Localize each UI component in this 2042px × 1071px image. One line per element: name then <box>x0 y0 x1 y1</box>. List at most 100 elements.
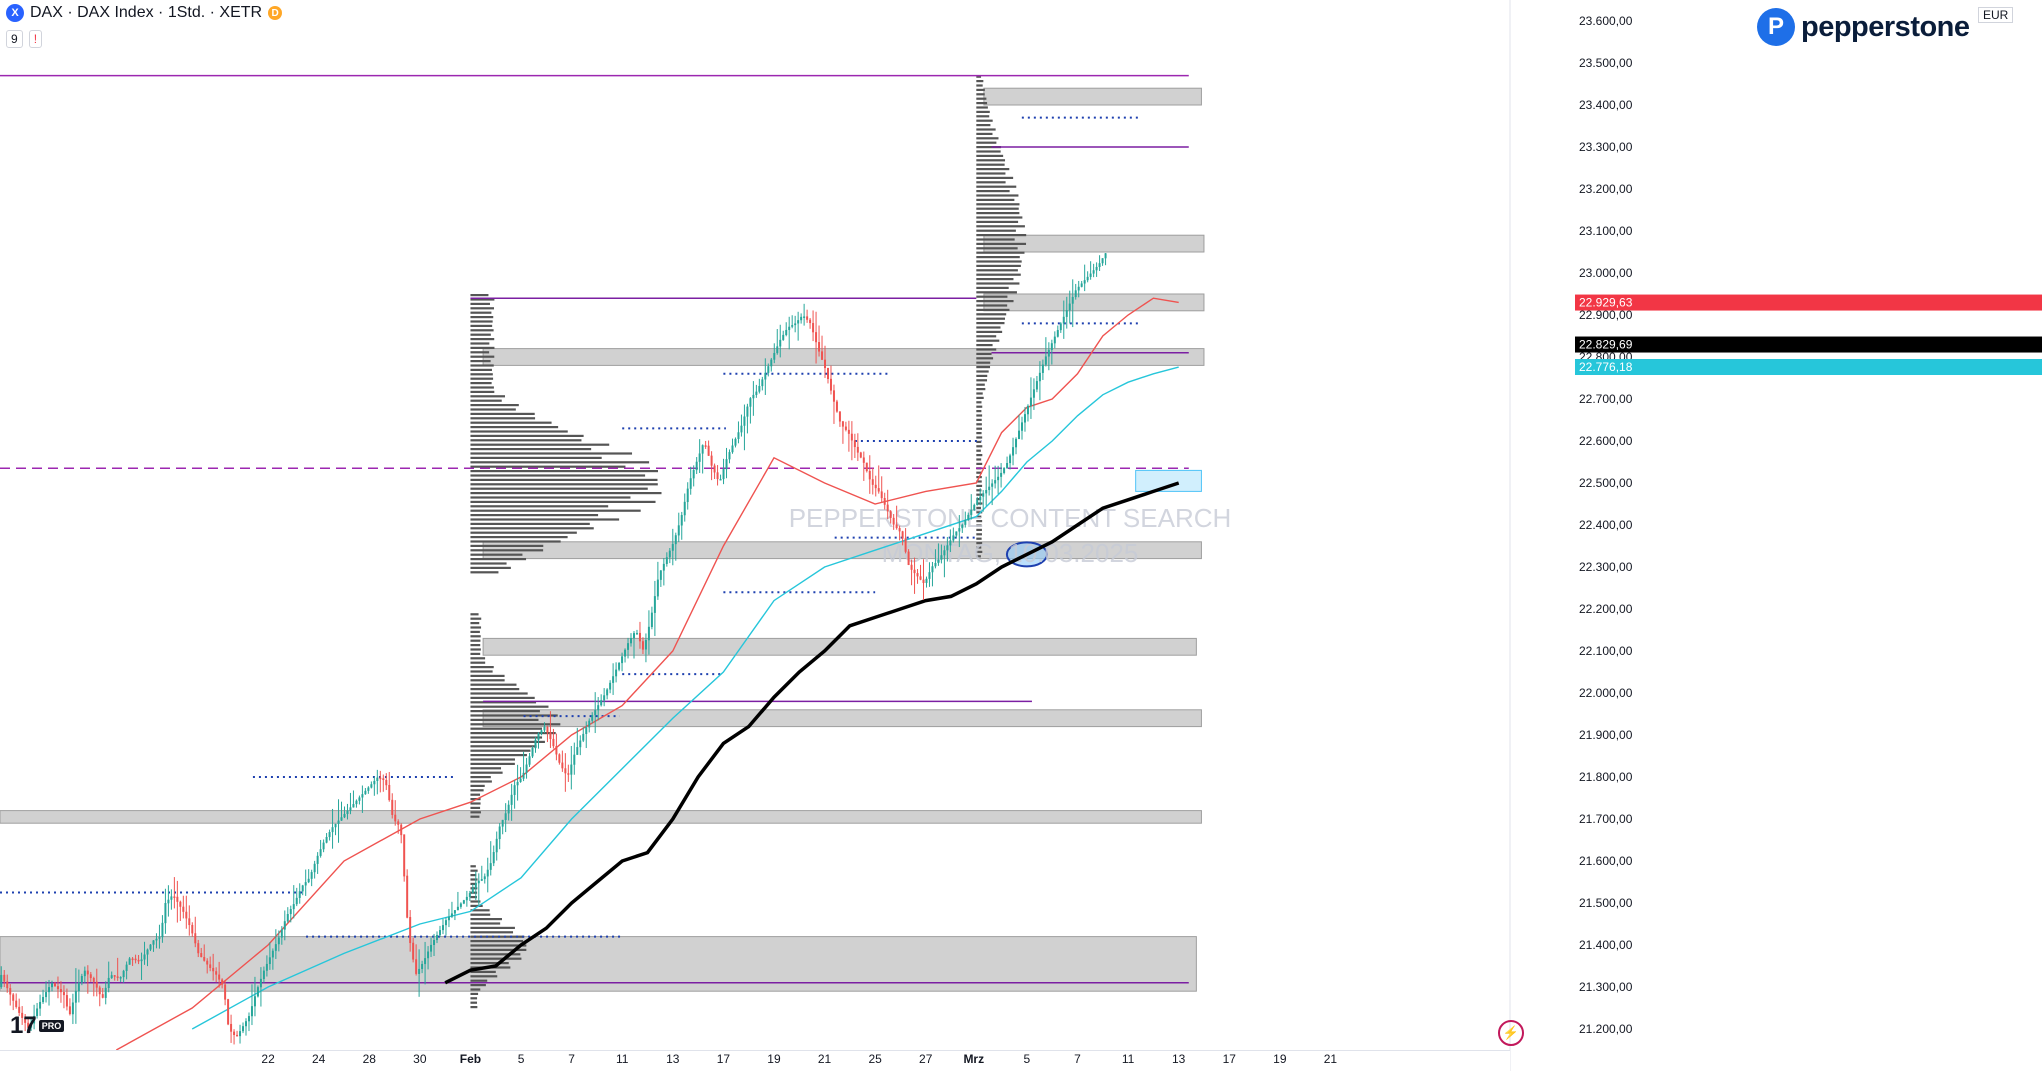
profile-feb-upper-bar <box>470 320 493 323</box>
candle-body <box>394 814 397 822</box>
candle-body <box>247 1016 250 1022</box>
profile-feb-upper-bar <box>470 448 592 451</box>
profile-mar-bar <box>976 515 982 518</box>
candle-body <box>337 820 340 824</box>
candle-body <box>480 879 483 881</box>
candle-body <box>152 940 155 945</box>
candle-body <box>289 909 292 915</box>
profile-feb-upper-bar <box>470 474 646 477</box>
candle-body <box>847 429 850 434</box>
candle-body <box>68 1006 71 1015</box>
price-tick-label: 21.500,00 <box>1579 896 1633 910</box>
moving-average-line-2 <box>444 481 1180 985</box>
profile-feb-lower-bar <box>470 767 502 770</box>
candle-body <box>182 906 185 912</box>
price-tick-label: 23.200,00 <box>1579 182 1633 196</box>
candle-body <box>104 987 107 998</box>
profile-mar-bar <box>976 80 984 83</box>
brand-name: pepperstone <box>1801 10 1970 43</box>
profile-feb-upper-bar <box>470 527 594 530</box>
price-tick-label: 22.700,00 <box>1579 392 1633 406</box>
candle-body <box>647 626 650 641</box>
profile-feb-upper-bar <box>470 364 494 367</box>
time-tick-label: 19 <box>767 1052 781 1066</box>
time-tick-label: 7 <box>1074 1052 1081 1066</box>
profile-mar-bar <box>976 449 981 452</box>
candle-body <box>1059 323 1062 331</box>
profile-mar-bar <box>976 256 1020 259</box>
candle-body <box>782 334 785 340</box>
profile-feb-lower-bar <box>470 784 485 787</box>
profile-feb-upper-bar <box>470 465 626 468</box>
candle-body <box>904 538 907 552</box>
moving-averages-layer <box>115 297 1180 1051</box>
profile-feb-upper-bar <box>470 483 658 486</box>
tradingview-logo[interactable]: 17 PRO <box>10 1012 65 1040</box>
candle-body <box>495 838 498 853</box>
candle-body <box>773 352 776 360</box>
profile-mar-bar <box>976 264 1021 267</box>
alert-chip[interactable]: ! <box>28 30 43 48</box>
candle-body <box>701 445 704 454</box>
delay-badge[interactable]: D <box>268 6 283 20</box>
candle-body <box>826 367 829 380</box>
indicator-count-chip[interactable]: 9 <box>6 30 23 48</box>
time-tick-label: Feb <box>460 1052 481 1066</box>
profile-mar-bar <box>976 361 991 364</box>
profile-feb-upper-bar <box>470 461 650 464</box>
profile-feb-lower-bar <box>470 639 481 642</box>
profile-feb-lower-bar <box>470 780 492 783</box>
candle-body <box>253 996 256 1007</box>
candle-body <box>310 872 313 879</box>
profile-feb-upper-bar <box>470 478 658 481</box>
candle-body <box>597 705 600 711</box>
candle-body <box>689 478 692 489</box>
candle-body <box>856 446 859 453</box>
candle-body <box>913 569 916 574</box>
candle-body <box>39 1001 42 1009</box>
profile-feb-upper-bar <box>470 302 490 305</box>
profile-mar-bar <box>976 75 982 78</box>
profile-feb-upper-bar <box>470 487 648 490</box>
candle-body <box>1044 356 1047 365</box>
profile-feb-lower-bar <box>470 613 479 616</box>
candle-body <box>340 817 343 821</box>
lightning-icon[interactable]: ⚡ <box>1498 1020 1524 1046</box>
candle-body <box>997 476 1000 481</box>
profile-mar-bar <box>976 401 982 404</box>
candle-body <box>304 882 307 886</box>
last-value-tag <box>1575 294 2042 311</box>
candle-body <box>641 641 644 650</box>
profile-feb-upper-bar <box>470 492 662 495</box>
profile-feb-upper-bar <box>470 430 568 433</box>
candle-body <box>176 896 179 902</box>
candle-body <box>53 983 56 987</box>
candle-body <box>549 732 552 740</box>
candle-body <box>430 944 433 952</box>
profile-mar-bar <box>976 159 1006 162</box>
profile-feb-lower-bar <box>470 705 549 708</box>
candle-body <box>42 996 45 1003</box>
time-tick-label: 27 <box>919 1052 933 1066</box>
candle-body <box>346 810 349 815</box>
candle-body <box>910 564 913 570</box>
time-tick-label: 7 <box>568 1052 575 1066</box>
profile-mar-bar <box>976 423 982 426</box>
candle-body <box>758 386 761 392</box>
candle-body <box>1032 389 1035 398</box>
candle-body <box>1086 276 1089 281</box>
profile-feb-upper-bar <box>470 518 620 521</box>
candle-body <box>86 970 89 975</box>
candle-body <box>803 316 806 318</box>
candle-body <box>800 316 803 321</box>
currency-label[interactable]: EUR <box>1978 7 2014 23</box>
profile-feb-upper-bar <box>470 329 494 332</box>
symbol-title[interactable]: DAX · DAX Index · 1Std. · XETR <box>30 4 263 21</box>
last-value-tag <box>1575 336 2042 353</box>
candle-body <box>695 461 698 471</box>
candle-body <box>477 880 480 884</box>
x-icon[interactable]: X <box>6 4 24 22</box>
candle-body <box>92 978 95 982</box>
